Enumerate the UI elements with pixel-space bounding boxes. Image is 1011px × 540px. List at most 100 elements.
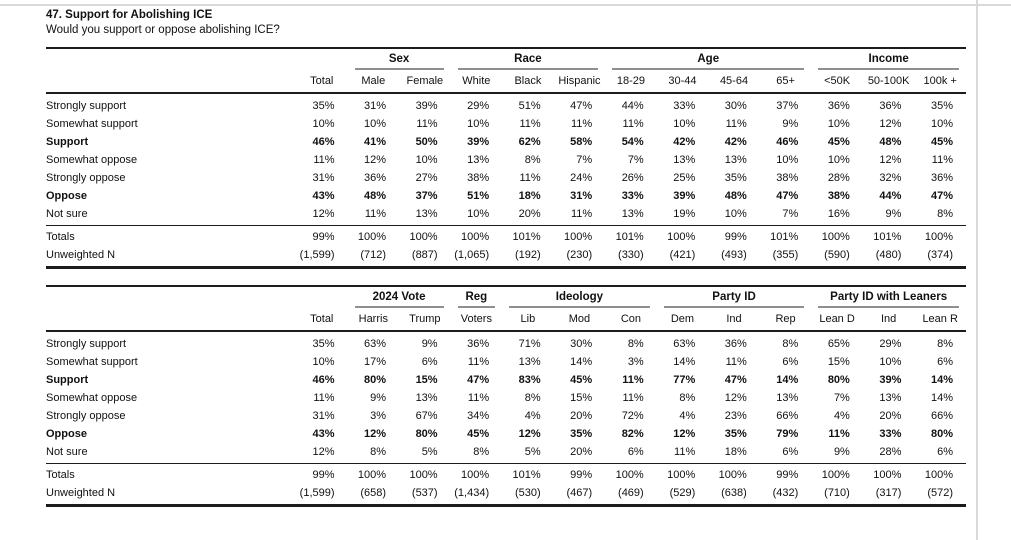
row-label: Oppose: [46, 190, 87, 202]
data-cell: (537): [411, 487, 438, 499]
data-cell: 99%: [553, 463, 606, 484]
data-cell: 33%: [621, 190, 644, 202]
data-cell: 100%: [450, 463, 503, 484]
column-header-row: Total Male Female White Black Hispanic 18-29 30…: [46, 70, 966, 94]
data-cell: 100%: [656, 463, 709, 484]
page-top-divider: [0, 4, 1011, 6]
data-cell: 12%: [312, 446, 335, 458]
data-cell: 101%: [605, 225, 657, 246]
row-label: Strongly oppose: [46, 172, 126, 184]
data-cell: 48%: [879, 136, 902, 148]
data-cell: (530): [514, 487, 541, 499]
footer-row: Unweighted N (1,599) (712) (887) (1,065) (192…: [46, 246, 966, 268]
table-row: Somewhat support 10% 17% 6% 11% 13% 14% 3% 14% 11…: [46, 353, 966, 371]
row-label: Strongly support: [46, 100, 127, 112]
data-cell: 11%: [622, 392, 644, 404]
column-header: Female: [399, 70, 451, 94]
data-cell: 12%: [364, 428, 387, 440]
column-header: Total: [296, 70, 348, 94]
data-cell: 35%: [724, 172, 747, 184]
data-cell: 5%: [524, 446, 541, 458]
group-header: Party ID with Leaners: [811, 286, 966, 308]
group-header-label: Race: [457, 53, 599, 70]
data-cell: 8%: [937, 208, 953, 220]
column-header: 100k +: [914, 70, 966, 94]
data-cell: 10%: [776, 154, 799, 166]
row-label: Somewhat oppose: [46, 154, 138, 166]
data-cell: 43%: [312, 428, 335, 440]
data-cell: 37%: [415, 190, 438, 202]
data-cell: 65%: [827, 338, 850, 350]
data-cell: 9%: [885, 208, 902, 220]
data-cell: 11%: [416, 118, 438, 130]
data-cell: 8%: [524, 392, 541, 404]
data-cell: 47%: [570, 100, 593, 112]
data-cell: 100%: [708, 463, 760, 484]
column-header: Con: [605, 308, 657, 332]
data-cell: 99%: [759, 463, 812, 484]
data-cell: 100%: [399, 225, 451, 246]
data-cell: 48%: [364, 190, 387, 202]
politics-crosstab: 2024 Vote Reg Ideology Party ID Party ID wit…: [46, 285, 966, 507]
data-cell: (1,434): [454, 487, 490, 499]
data-cell: 37%: [776, 100, 799, 112]
data-cell: 23%: [724, 410, 747, 422]
column-header: Voters: [450, 308, 503, 332]
data-cell: 17%: [364, 356, 387, 368]
column-header: Lib: [502, 308, 554, 332]
data-cell: 14%: [930, 392, 953, 404]
data-cell: 12%: [879, 118, 902, 130]
data-cell: 39%: [673, 190, 696, 202]
group-header: Age: [605, 48, 811, 70]
column-header: Mod: [553, 308, 606, 332]
data-cell: 35%: [312, 100, 335, 112]
data-cell: 25%: [673, 172, 696, 184]
question-subtitle: Would you support or oppose abolishing I…: [46, 24, 280, 36]
data-cell: 30%: [570, 338, 593, 350]
column-header: Lean D: [811, 308, 863, 332]
data-cell: 100%: [914, 463, 966, 484]
data-cell: 44%: [879, 190, 902, 202]
data-cell: 100%: [553, 225, 606, 246]
data-cell: 99%: [708, 225, 760, 246]
footer-row: Unweighted N (1,599) (658) (537) (1,434) (530…: [46, 484, 966, 506]
data-cell: 28%: [827, 172, 850, 184]
data-cell: 48%: [724, 190, 747, 202]
data-cell: 11%: [674, 446, 696, 458]
column-header: Trump: [399, 308, 451, 332]
group-header: Race: [451, 48, 606, 70]
column-header: Rep: [759, 308, 812, 332]
data-cell: (712): [360, 249, 387, 261]
data-cell: 101%: [862, 225, 915, 246]
data-cell: 36%: [930, 172, 953, 184]
table-row: Not sure 12% 8% 5% 8% 5% 20% 6% 11% 18% 6% 9% 28% 6%: [46, 443, 966, 464]
data-cell: 7%: [782, 208, 799, 220]
data-cell: 18%: [724, 446, 747, 458]
data-cell: 11%: [313, 154, 335, 166]
data-cell: 39%: [415, 100, 438, 112]
group-header-row: Sex Race Age Income: [46, 48, 966, 70]
data-cell: 13%: [518, 356, 541, 368]
data-cell: 10%: [415, 154, 438, 166]
data-cell: 13%: [879, 392, 902, 404]
data-cell: (432): [772, 487, 799, 499]
column-header-spacer: [46, 70, 296, 94]
data-cell: (467): [566, 487, 593, 499]
data-cell: 10%: [467, 208, 490, 220]
data-cell: 46%: [312, 136, 335, 148]
data-cell: 35%: [930, 100, 953, 112]
data-cell: 39%: [879, 374, 902, 386]
data-cell: 14%: [776, 374, 799, 386]
column-header: Total: [296, 308, 348, 332]
data-cell: (572): [927, 487, 953, 499]
column-header: Ind: [862, 308, 915, 332]
data-cell: 6%: [421, 356, 438, 368]
data-cell: 45%: [827, 136, 850, 148]
data-cell: 3%: [627, 356, 644, 368]
data-cell: 9%: [370, 392, 387, 404]
column-header-spacer: [46, 308, 296, 332]
data-cell: (658): [360, 487, 387, 499]
data-cell: 8%: [937, 338, 953, 350]
data-cell: 13%: [415, 392, 438, 404]
demographics-crosstab: Sex Race Age Income Total Male Female White Blac…: [46, 47, 966, 269]
